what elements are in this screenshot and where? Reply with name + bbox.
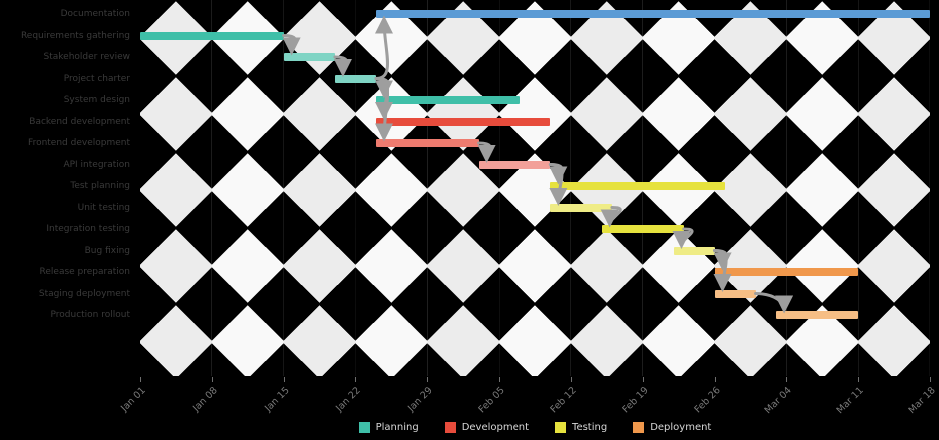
task-label: Test planning: [70, 181, 130, 191]
gantt-bar: [375, 96, 520, 104]
gantt-bar: [673, 246, 715, 255]
task-label: Documentation: [60, 9, 130, 19]
x-tick-mark: [140, 377, 141, 382]
task-label: Staging deployment: [38, 288, 130, 299]
gantt-bar: [140, 31, 284, 40]
task-label: System design: [63, 95, 130, 105]
task-label: Release preparation: [39, 267, 130, 277]
legend-label: Development: [461, 421, 530, 433]
x-tick-mark: [211, 377, 213, 382]
task-label-column: Documentation Requirements gathering Stake…: [0, 0, 134, 376]
legend-label: Testing: [572, 421, 608, 433]
x-tick-mark: [283, 377, 285, 382]
gantt-bar: [478, 160, 551, 169]
legend-swatch: [444, 421, 456, 433]
legend: Planning Development Testing Deployment: [140, 417, 930, 437]
x-tick-mark: [642, 377, 644, 382]
x-tick-mark: [355, 377, 357, 382]
legend-item: Planning: [358, 421, 419, 433]
task-label: Requirements gathering: [20, 30, 130, 41]
gantt-bar: [776, 311, 859, 319]
legend-item: Testing: [555, 421, 608, 433]
x-tick-mark: [786, 377, 788, 382]
plot-area: [140, 0, 930, 376]
task-label: Integration testing: [46, 224, 130, 234]
gantt-bar: [550, 182, 725, 190]
x-tick-mark: [858, 377, 860, 382]
task-label: Backend development: [29, 116, 130, 127]
legend-label: Deployment: [650, 421, 712, 433]
task-label: API integration: [63, 159, 130, 170]
legend-swatch: [358, 421, 370, 433]
legend-label: Planning: [375, 421, 419, 433]
x-tick-mark: [499, 377, 501, 382]
gantt-bar: [714, 289, 756, 298]
legend-item: Development: [444, 421, 530, 433]
task-label: Project charter: [63, 73, 130, 84]
gantt-bar: [714, 268, 859, 276]
gantt-bar: [375, 117, 551, 126]
task-label: Frontend development: [28, 138, 130, 148]
legend-swatch: [633, 421, 645, 433]
x-tick-mark: [427, 377, 429, 382]
gantt-bar: [375, 10, 930, 18]
x-tick-mark: [570, 377, 572, 382]
gantt-bar: [375, 139, 479, 147]
legend-item: Deployment: [633, 421, 712, 433]
task-label: Production rollout: [50, 310, 131, 320]
legend-swatch: [555, 421, 567, 433]
gantt-bar: [550, 203, 612, 212]
x-tick-mark: [714, 377, 716, 382]
gantt-bar: [601, 225, 684, 233]
task-label: Bug fixing: [84, 245, 130, 256]
x-tick-mark: [930, 377, 931, 382]
task-label: Stakeholder review: [43, 52, 130, 62]
x-axis: Jan 01 Jan 08 Jan 15 Jan 22 Jan 29 Feb 05 Feb …: [0, 376, 939, 440]
gantt-bar: [334, 74, 376, 83]
task-label: Unit testing: [77, 202, 130, 213]
gantt-bar: [283, 53, 335, 61]
